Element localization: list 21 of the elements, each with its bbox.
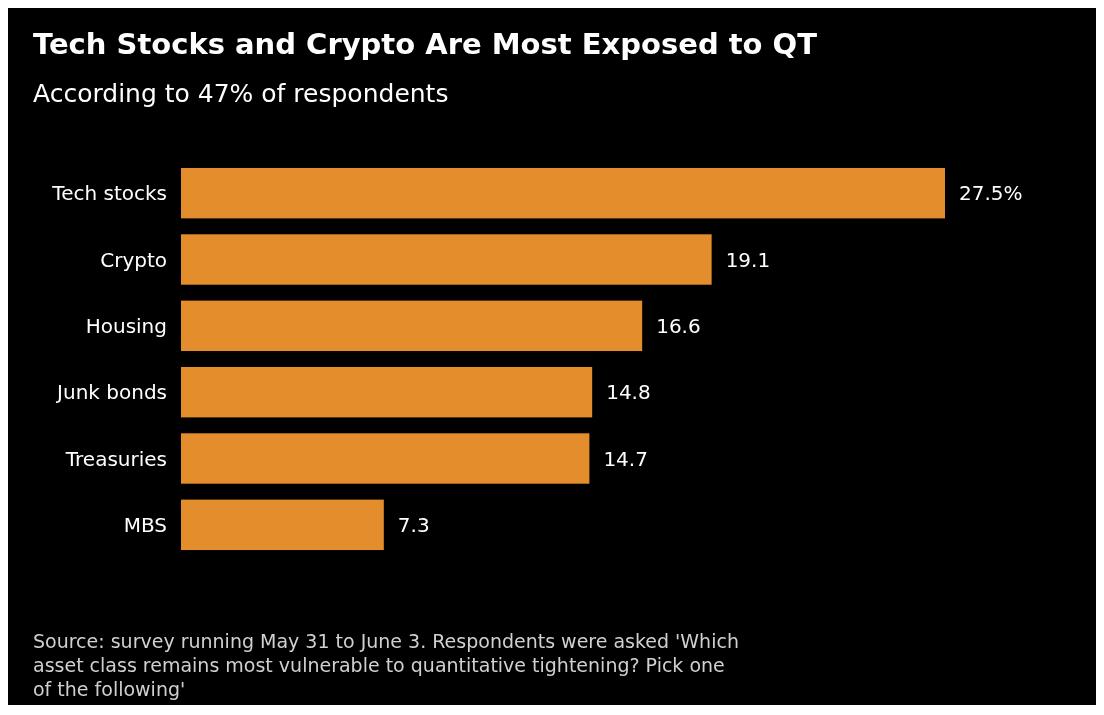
bar [181, 499, 384, 551]
y-tick-label: Tech stocks [51, 181, 167, 206]
y-tick-label: Junk bonds [55, 380, 167, 405]
source-note: Source: survey running May 31 to June 3. Respondents were asked 'Which asset class remains most vulnerable to quantitative tightening? Pick one of the following' [33, 630, 739, 700]
y-tick-label: MBS [123, 512, 167, 537]
bar [181, 167, 945, 219]
bar [181, 234, 712, 285]
data-label: 14.7 [603, 446, 648, 471]
y-tick-label: Housing [85, 313, 167, 338]
chart-subtitle: According to 47% of respondents [33, 79, 449, 108]
data-label: 27.5% [959, 181, 1023, 206]
y-tick-label: Crypto [100, 247, 167, 272]
bar [181, 366, 593, 418]
data-label: 7.3 [397, 512, 430, 537]
data-label: 14.8 [606, 380, 651, 405]
bar [181, 300, 643, 352]
chart-title: Tech Stocks and Crypto Are Most Exposed to QT [33, 27, 818, 61]
bar [181, 433, 590, 484]
y-tick-label: Treasuries [64, 446, 167, 471]
data-label: 19.1 [725, 247, 771, 272]
data-label: 16.6 [656, 313, 701, 338]
